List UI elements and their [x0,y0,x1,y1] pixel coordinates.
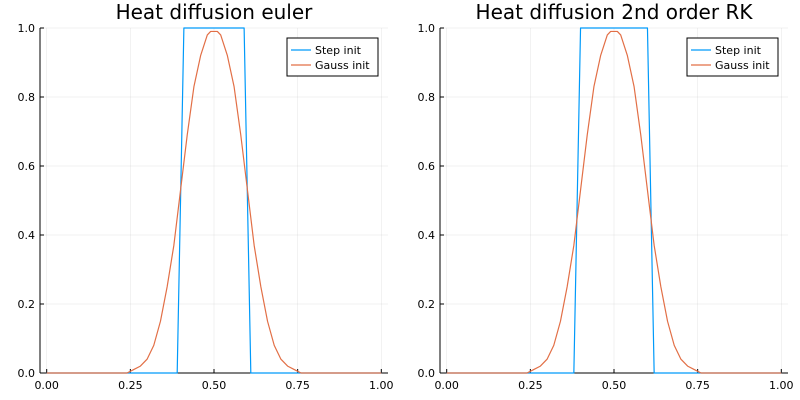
chart-panel-2: Heat diffusion 2nd order RK 0.00 0.25 0.50 0… [418,0,794,392]
y-tick-label: 1.0 [18,22,36,35]
x-tick-label: 0.50 [602,379,627,392]
x-tick-label: 0.00 [34,379,59,392]
x-tick-label: 0.75 [285,379,310,392]
legend-label: Gauss init [315,59,370,72]
legend-box [286,37,379,77]
legend-label: Gauss init [715,59,770,72]
legend-label: Step init [715,44,762,57]
y-tick-label: 0.0 [18,367,36,380]
x-tick-label: 0.00 [434,379,459,392]
y-tick-label: 0.6 [418,160,436,173]
legend-label: Step init [315,44,362,57]
y-tick-label: 0.2 [18,298,36,311]
x-tick-label: 0.75 [685,379,710,392]
legend: Step init Gauss init [286,37,379,77]
legend-box [686,37,779,77]
x-tick-label: 0.25 [518,379,543,392]
series-line-gauss-init [46,30,382,374]
y-tick-label: 0.0 [418,367,436,380]
legend: Step init Gauss init [686,37,779,77]
series-line-step-init [46,27,382,374]
y-tick-label: 0.8 [418,91,436,104]
x-tick-label: 1.00 [369,379,394,392]
y-tick-label: 0.2 [418,298,436,311]
y-tick-label: 0.8 [18,91,36,104]
x-tick-label: 0.50 [202,379,227,392]
y-tick-label: 0.4 [418,229,436,242]
chart-title: Heat diffusion euler [116,0,314,24]
x-tick-label: 1.00 [769,379,794,392]
series-line-step-init [446,27,782,374]
y-tick-label: 0.4 [18,229,36,242]
chart-title: Heat diffusion 2nd order RK [476,0,754,24]
series-line-gauss-init [446,30,782,374]
y-tick-label: 0.6 [18,160,36,173]
y-tick-label: 1.0 [418,22,436,35]
x-tick-label: 0.25 [118,379,143,392]
